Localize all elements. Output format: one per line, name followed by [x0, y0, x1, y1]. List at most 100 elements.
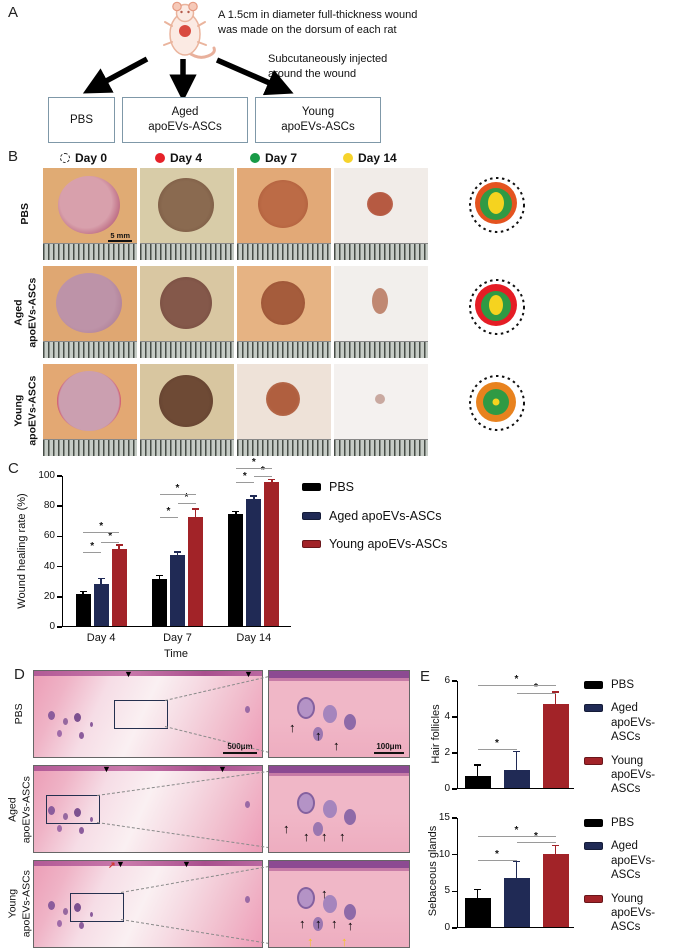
- follicle-arrow-icon: ↑: [289, 720, 296, 735]
- error-bar: [253, 496, 255, 500]
- row-label-young: Young apoEVs-ASCs: [12, 375, 38, 446]
- significance-line: [177, 503, 196, 505]
- ruler-strip: [334, 439, 428, 456]
- error-bar-cap: [552, 691, 559, 693]
- histology-overview-image: ▼ ▼ ↗: [33, 860, 263, 948]
- panel-label-c: C: [8, 460, 19, 477]
- group-box-pbs: PBS: [48, 97, 115, 143]
- histology-zoom-image: ↑ ↑ ↑ ↑ ↑ ↑ ↑: [268, 860, 410, 948]
- hair-follicles: [297, 887, 315, 909]
- panel-label-e: E: [420, 668, 431, 685]
- inset-box: [114, 700, 168, 729]
- group-box-young: Young apoEVs-ASCs: [255, 97, 381, 143]
- significance-asterisk: *: [166, 505, 171, 517]
- yellow-follicle-arrow-icon: ↑: [341, 934, 348, 949]
- wound-photo-aged-day4: [140, 266, 234, 358]
- bar: [188, 517, 203, 626]
- follicle-arrow-icon: ↑: [315, 916, 322, 931]
- significance-asterisk: *: [99, 520, 104, 532]
- wound-edge-arrowhead-icon: ▼: [102, 764, 111, 774]
- sebaceous-glands-legend: PBS Aged apoEVs-ASCs Young apoEVs-ASCs: [584, 816, 683, 944]
- significance-line: [83, 531, 120, 533]
- scale-bar-500um: 500μm: [223, 742, 257, 754]
- bar: [246, 499, 262, 626]
- histology-overview-image: ▼ ▼: [33, 765, 263, 853]
- ruler-strip: [140, 341, 234, 358]
- y-axis-tick: [452, 752, 457, 754]
- follicle-arrow-icon: ↑: [321, 886, 328, 901]
- follicle-arrow-icon: ↑: [339, 829, 346, 844]
- yellow-follicle-arrow-icon: ↑: [307, 934, 314, 949]
- legend-entry: PBS: [584, 816, 683, 830]
- wound-edge-arrowhead-icon: ▼: [116, 859, 125, 869]
- legend-label: Aged apoEVs-ASCs: [329, 508, 442, 523]
- legend-entry: Aged apoEVs-ASCs: [584, 701, 683, 744]
- significance-line: [516, 692, 556, 694]
- legend-entry: PBS: [584, 678, 683, 692]
- bar: [93, 583, 109, 626]
- legend-label: Aged apoEVs-ASCs: [611, 702, 656, 744]
- wound-photo-pbs-day7: [237, 168, 331, 260]
- error-bar: [158, 576, 161, 580]
- histology-row-young: ▼ ▼ ↗ ↑ ↑ ↑ ↑ ↑ ↑ ↑: [33, 860, 410, 948]
- follicle-arrow-icon: ↑: [331, 916, 338, 931]
- panel-label-d: D: [14, 666, 25, 683]
- bar: [228, 513, 244, 626]
- legend-label: Young apoEVs-ASCs: [611, 754, 656, 796]
- timepoint-day0: Day 0: [60, 151, 107, 165]
- significance-line: [235, 468, 272, 470]
- wound-area: [57, 371, 121, 431]
- legend-marker: [584, 756, 603, 765]
- ruler-strip: [43, 243, 137, 260]
- legend-marker: [302, 540, 321, 549]
- timepoint-label: Day 14: [358, 151, 397, 165]
- bar: [503, 877, 530, 927]
- legend-label: PBS: [329, 480, 355, 494]
- y-axis-tick: [57, 626, 62, 628]
- x-category-label: Day 14: [236, 632, 272, 644]
- follicle-arrow-icon: ↑: [283, 821, 290, 836]
- day4-dot-icon: [155, 153, 165, 163]
- legend-marker: [302, 511, 321, 520]
- timepoint-day7: Day 7: [250, 151, 297, 165]
- wound-caption: A 1.5cm in diameter full-thickness wound…: [218, 9, 418, 36]
- epidermis-band: [34, 766, 262, 771]
- sebaceous-glands-y-axis-label: Sebaceous glands: [427, 825, 439, 917]
- timepoint-day14: Day 14: [343, 151, 397, 165]
- ruler-strip: [140, 243, 234, 260]
- wound-area: [158, 178, 214, 232]
- follicle-arrow-icon: ↑: [321, 829, 328, 844]
- error-bar: [82, 592, 84, 595]
- y-axis-tick: [452, 680, 457, 682]
- y-axis-tick: [57, 475, 62, 477]
- healing-schematic-aged: [469, 279, 525, 335]
- legend-marker: [584, 704, 603, 713]
- significance-line: [159, 494, 196, 496]
- wound-photo-pbs-day4: [140, 168, 234, 260]
- legend-entry: Aged apoEVs-ASCs: [302, 509, 447, 525]
- follicle-arrow-icon: ↑: [303, 829, 310, 844]
- histology-row-aged: ▼ ▼ ↑ ↑ ↑ ↑: [33, 765, 410, 853]
- x-category-label: Day 4: [86, 632, 116, 644]
- y-tick-label: 10: [438, 848, 450, 860]
- wound-photo-aged-day0: [43, 266, 137, 358]
- significance-line: [101, 542, 120, 544]
- wound-healing-chart: 0 20 40 60 80 100 Day 4 Day 7 Day 14 * * * * * * * * *: [38, 457, 291, 644]
- significance-asterisk: *: [260, 465, 265, 476]
- bar: [152, 579, 167, 626]
- histology-zoom-image: ↑ ↑ ↑ ↑: [268, 765, 410, 853]
- scale-bar-100um: 100μm: [374, 742, 404, 754]
- wound-area: [160, 277, 212, 329]
- x-category-label: Day 7: [163, 632, 192, 644]
- error-bar-cap: [156, 574, 163, 577]
- significance-line: [253, 476, 272, 477]
- error-bar: [100, 579, 102, 584]
- ruler-strip: [43, 439, 137, 456]
- error-bar: [118, 545, 120, 549]
- wound-area: [58, 176, 120, 234]
- wound-edge-arrowhead-icon: ▼: [218, 764, 227, 774]
- error-bar: [515, 752, 518, 770]
- follicle-arrow-icon: ↑: [299, 916, 306, 931]
- wound-area: [375, 394, 385, 404]
